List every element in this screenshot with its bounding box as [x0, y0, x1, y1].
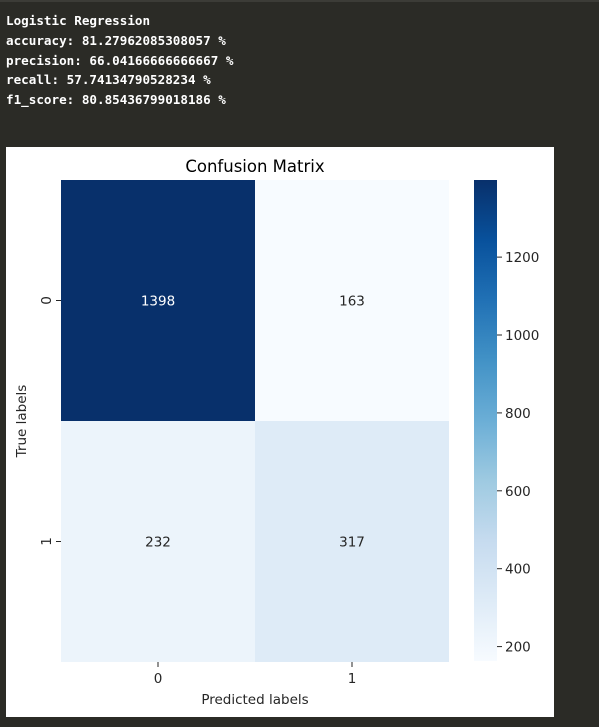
output-line-precision: precision: 66.04166666666667 %	[6, 52, 234, 68]
text-output: Logistic Regression accuracy: 81.2796208…	[6, 11, 233, 110]
y-axis-label: True labels	[14, 385, 30, 459]
output-line-model-name: Logistic Regression	[6, 13, 151, 28]
cell-value-0-1: 163	[339, 294, 365, 310]
output-line-accuracy: accuracy: 81.27962085308057 %	[6, 32, 226, 48]
x-tick-label: 1	[348, 671, 357, 687]
heatmap-cell-1-1	[255, 421, 449, 662]
confusion-matrix-figure: Confusion Matrix 1398 163 232 317 0 1 0 1 Pred…	[6, 147, 554, 717]
y-tick-label: 1	[39, 537, 55, 546]
colorbar-tick-label: 1200	[505, 250, 539, 266]
colorbar-tick-label: 400	[505, 562, 531, 578]
chart-title: Confusion Matrix	[185, 157, 325, 176]
colorbar	[474, 180, 497, 661]
colorbar-tick-label: 1000	[505, 328, 539, 344]
cell-value-1-0: 232	[145, 535, 171, 551]
heatmap-cell-0-0	[61, 180, 255, 421]
x-tick-label: 0	[154, 671, 163, 687]
cell-value-0-0: 1398	[141, 294, 175, 310]
colorbar-tick-label: 600	[505, 484, 531, 500]
output-line-recall: recall: 57.74134790528234 %	[6, 72, 211, 88]
x-axis-label: Predicted labels	[201, 692, 308, 708]
output-line-f1-score: f1_score: 80.85436799018186 %	[6, 92, 226, 108]
confusion-matrix-chart: Confusion Matrix 1398 163 232 317 0 1 0 1 Pred…	[14, 157, 539, 708]
colorbar-tick-label: 200	[505, 640, 531, 656]
heatmap-cell-1-0	[61, 421, 255, 662]
colorbar-tick-label: 800	[505, 406, 531, 422]
y-tick-label: 0	[39, 296, 55, 305]
heatmap-axes: 0 1 0 1	[39, 296, 356, 687]
cell-value-1-1: 317	[339, 535, 365, 551]
heatmap-cell-0-1	[255, 180, 449, 421]
colorbar-axis: 200 400 600 800 1000 1200	[497, 250, 539, 656]
heatmap-cells: 1398 163 232 317	[61, 180, 449, 662]
cell-divider	[0, 0, 599, 2]
